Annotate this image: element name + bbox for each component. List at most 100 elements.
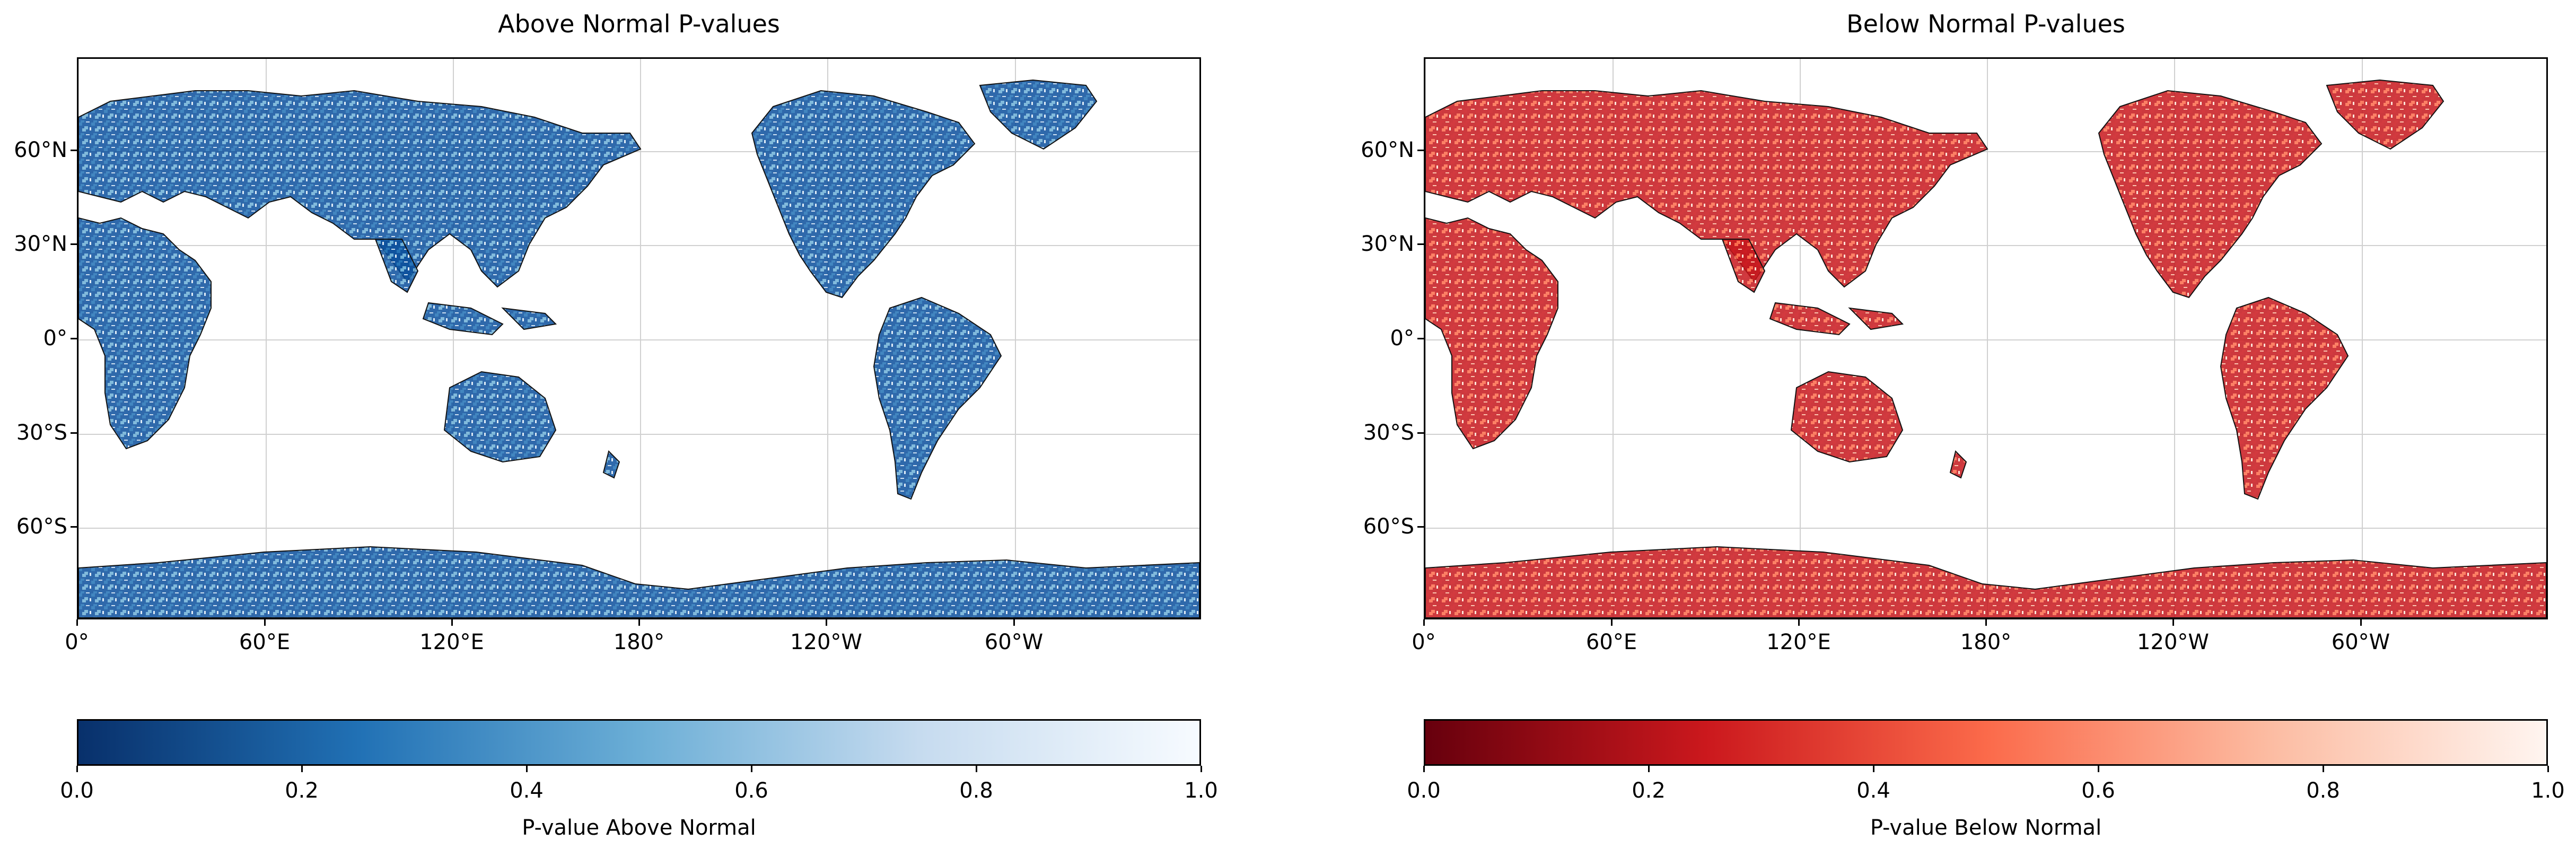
latitude-tickmark [1417, 243, 1424, 245]
latitude-tickmark [1417, 150, 1424, 151]
longitude-tickmark [2172, 619, 2174, 626]
landmass [602, 450, 620, 479]
colorbar-tickmark [301, 766, 303, 772]
colorbar-tick-label: 0.8 [959, 779, 993, 803]
colorbar-tick-label: 0.2 [285, 779, 319, 803]
latitude-tick-label: 60°N [14, 138, 67, 162]
longitude-tickmark [1798, 619, 1800, 626]
latitude-tick-label: 30°N [1361, 232, 1414, 256]
longitude-tickmark [826, 619, 827, 626]
longitude-tickmark [1985, 619, 1987, 626]
latitude-tickmark [71, 243, 77, 245]
longitude-tick-label: 0° [1412, 630, 1436, 654]
colorbar-tick-label: 1.0 [1184, 779, 1218, 803]
map-area [1424, 57, 2548, 619]
latitude-tickmark [71, 526, 77, 528]
landmass [422, 302, 504, 336]
latitude-tick-label: 60°N [1361, 138, 1414, 162]
colorbar-tick-label: 1.0 [2531, 779, 2565, 803]
landmass [1790, 371, 1904, 463]
longitude-tickmark [2360, 619, 2362, 626]
landmass [1949, 450, 1967, 479]
colorbar-tick-label: 0.2 [1632, 779, 1666, 803]
latitude-tick-label: 60°S [1363, 514, 1414, 539]
colorbar-tick-label: 0.6 [734, 779, 768, 803]
landmass [1721, 239, 1766, 293]
landmass [1425, 90, 1988, 288]
landmass [78, 90, 642, 288]
longitude-tickmark [638, 619, 640, 626]
longitude-tick-label: 60°W [2331, 630, 2390, 654]
landmass [1425, 546, 2546, 618]
longitude-tick-label: 120°E [1766, 630, 1831, 654]
landmass [78, 546, 1199, 618]
colorbar-tickmark [976, 766, 977, 772]
map-area [77, 57, 1201, 619]
colorbar-tickmark [751, 766, 752, 772]
longitude-tickmark [264, 619, 266, 626]
latitude-tick-label: 30°S [1363, 421, 1414, 445]
longitude-tick-label: 180° [613, 630, 665, 654]
colorbar-tickmark [2098, 766, 2099, 772]
colorbar-tickmark [1873, 766, 1874, 772]
landmass [2220, 296, 2349, 500]
landmass [1769, 302, 1851, 336]
landmass [78, 217, 212, 450]
panel-title: Below Normal P-values [1846, 10, 2125, 38]
colorbar-label: P-value Below Normal [1870, 816, 2102, 840]
latitude-tickmark [1417, 526, 1424, 528]
colorbar-tickmark [2323, 766, 2324, 772]
latitude-tickmark [71, 432, 77, 434]
colorbar-tickmark [526, 766, 528, 772]
latitude-tick-label: 0° [1390, 326, 1414, 351]
longitude-tickmark [1423, 619, 1425, 626]
landmass [2326, 79, 2444, 150]
longitude-tick-label: 120°W [2137, 630, 2209, 654]
map-panel-above-normal: Above Normal P-values 0° 60°E 120°E 180° 120… [14, 0, 1243, 857]
latitude-tick-label: 30°N [14, 232, 67, 256]
colorbar-tick-label: 0.0 [60, 779, 94, 803]
colorbar-tickmark [1648, 766, 1650, 772]
longitude-tick-label: 60°E [1585, 630, 1637, 654]
colorbar-tick-label: 0.4 [510, 779, 544, 803]
colorbar [77, 719, 1201, 766]
landmass [2098, 90, 2323, 299]
longitude-tick-label: 120°W [790, 630, 862, 654]
latitude-tickmark [71, 338, 77, 339]
colorbar [1424, 719, 2548, 766]
latitude-tickmark [71, 150, 77, 151]
landmass [1425, 217, 1558, 450]
landmass [443, 371, 557, 463]
colorbar-tickmark [2547, 766, 2549, 772]
landmass [1848, 307, 1904, 330]
landmass [751, 90, 976, 299]
panel-title: Above Normal P-values [498, 10, 780, 38]
longitude-tickmark [1611, 619, 1613, 626]
colorbar-tickmark [1423, 766, 1425, 772]
latitude-tickmark [1417, 432, 1424, 434]
colorbar-tick-label: 0.6 [2081, 779, 2115, 803]
colorbar-tick-label: 0.0 [1407, 779, 1441, 803]
longitude-tickmark [451, 619, 453, 626]
colorbar-tick-label: 0.8 [2306, 779, 2340, 803]
latitude-tick-label: 30°S [16, 421, 67, 445]
longitude-tickmark [76, 619, 78, 626]
colorbar-tickmark [76, 766, 78, 772]
colorbar-tickmark [1201, 766, 1202, 772]
latitude-tick-label: 60°S [16, 514, 67, 539]
landmass [374, 239, 419, 293]
map-panel-below-normal: Below Normal P-values 0° 60°E 120°E 180° 120… [1361, 0, 2576, 857]
colorbar-tick-label: 0.4 [1856, 779, 1890, 803]
longitude-tick-label: 60°E [239, 630, 291, 654]
longitude-tick-label: 180° [1960, 630, 2012, 654]
longitude-tick-label: 60°W [984, 630, 1044, 654]
landmass [979, 79, 1098, 150]
latitude-tick-label: 0° [43, 326, 67, 351]
landmass [501, 307, 557, 330]
longitude-tickmark [1013, 619, 1015, 626]
longitude-tick-label: 120°E [419, 630, 484, 654]
latitude-tickmark [1417, 338, 1424, 339]
colorbar-label: P-value Above Normal [522, 816, 756, 840]
longitude-tick-label: 0° [65, 630, 89, 654]
landmass [873, 296, 1002, 500]
